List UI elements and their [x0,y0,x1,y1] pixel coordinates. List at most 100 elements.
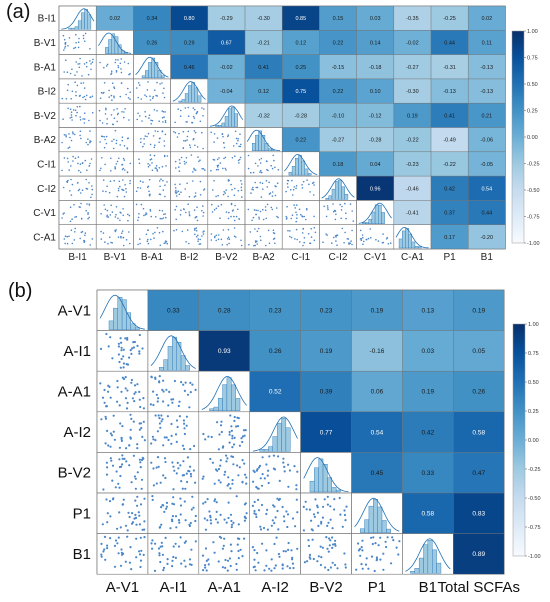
scatter-cell [207,175,246,201]
scatter-point [100,553,103,556]
correlation-label: -0.13 [481,65,494,71]
scatter-point [104,241,106,243]
histogram-bar [251,143,256,152]
scatter-point [178,400,181,403]
scatter-point [79,130,82,132]
scatter-point [217,479,220,482]
scatter-point [72,109,75,111]
histogram-bar [261,135,266,151]
scatter-point [180,191,182,193]
histogram-bar [378,204,382,224]
scatter-point [119,337,122,340]
scatter-point [294,207,297,209]
scatter-point [104,417,108,420]
scatter-point [74,227,76,230]
histogram-bar [327,477,332,493]
scatter-point [136,383,139,386]
scatter-point [164,184,166,186]
scatter-point [230,519,233,523]
scatter-point [110,114,113,116]
scatter-point [163,140,166,142]
scatter-point [113,117,116,119]
scatter-point [150,123,152,125]
scatter-point [142,407,145,410]
scatter-point [106,512,109,515]
scatter-point [140,478,144,481]
scatter-point [64,235,67,237]
heatmap-cell [282,30,320,55]
scatter-point [320,522,323,525]
correlation-label: 0.28 [218,308,231,315]
scatter-point [203,108,205,110]
scatter-point [233,194,236,196]
correlation-label: 0.13 [422,308,435,315]
scatter-point [194,131,197,134]
scatter-point [80,231,83,234]
scatter-point [129,162,132,165]
scatter-point [74,231,76,233]
scatter-point [105,108,107,111]
correlation-label: -0.18 [369,65,382,71]
histogram-bar [226,377,232,411]
scatter-point [125,93,127,96]
scatter-point [109,515,112,518]
heatmap-cell [431,176,469,201]
scatter-point [194,229,196,231]
histogram-bar [414,568,420,574]
row-label: B-I2 [38,87,57,98]
scatter-point [215,510,218,513]
scatter-point [341,205,343,208]
scatter-point [147,132,150,135]
scatter-point [210,522,213,525]
correlation-label: 0.11 [482,40,492,46]
histogram-bar [259,449,265,452]
scatter-point [276,497,279,500]
scatter-point [165,505,168,508]
scatter-point [241,459,244,462]
scatter-point [114,539,118,542]
scatter-point [273,542,276,546]
scatter-point [120,357,123,361]
scatter-point [202,168,205,170]
scatter-point [80,202,82,205]
scatter-point [285,510,288,513]
scatter-point [216,469,219,472]
scatter-point [87,73,90,76]
scatter-point [85,94,88,97]
scatter-point [329,566,332,569]
scatter-point [139,242,141,245]
scatter-point [370,236,372,239]
scatter-point [105,461,108,464]
heatmap-cell [351,371,403,412]
scatter-point [129,437,132,440]
scatter-point [110,70,113,72]
scatter-point [70,116,73,118]
histogram-bar [191,82,195,103]
scatter-point [74,157,77,159]
histogram-bar [154,61,159,79]
scatter-point [182,419,185,422]
scatter-point [178,166,180,168]
scatter-point [162,121,164,123]
scatter-point [225,189,227,191]
scatter-point [175,526,178,529]
heatmap-cell [453,533,505,575]
scatter-point [176,191,178,193]
scatter-point [126,336,129,340]
scatter-point [145,233,148,236]
scatter-point [146,240,149,243]
scatter-point [237,189,240,192]
scatter-point [154,144,156,146]
scatter-point [221,244,224,246]
correlation-label: 0.10 [370,89,381,95]
scatter-point [122,157,125,160]
scatter-cell [170,224,209,250]
correlation-label: 0.33 [422,470,435,477]
scatter-point [77,162,79,165]
scatter-point [322,241,324,243]
correlation-label: -0.02 [220,65,233,71]
histogram-bar [341,186,345,200]
scatter-point [296,511,299,514]
scatter-point [69,190,71,192]
scatter-point [129,182,131,185]
